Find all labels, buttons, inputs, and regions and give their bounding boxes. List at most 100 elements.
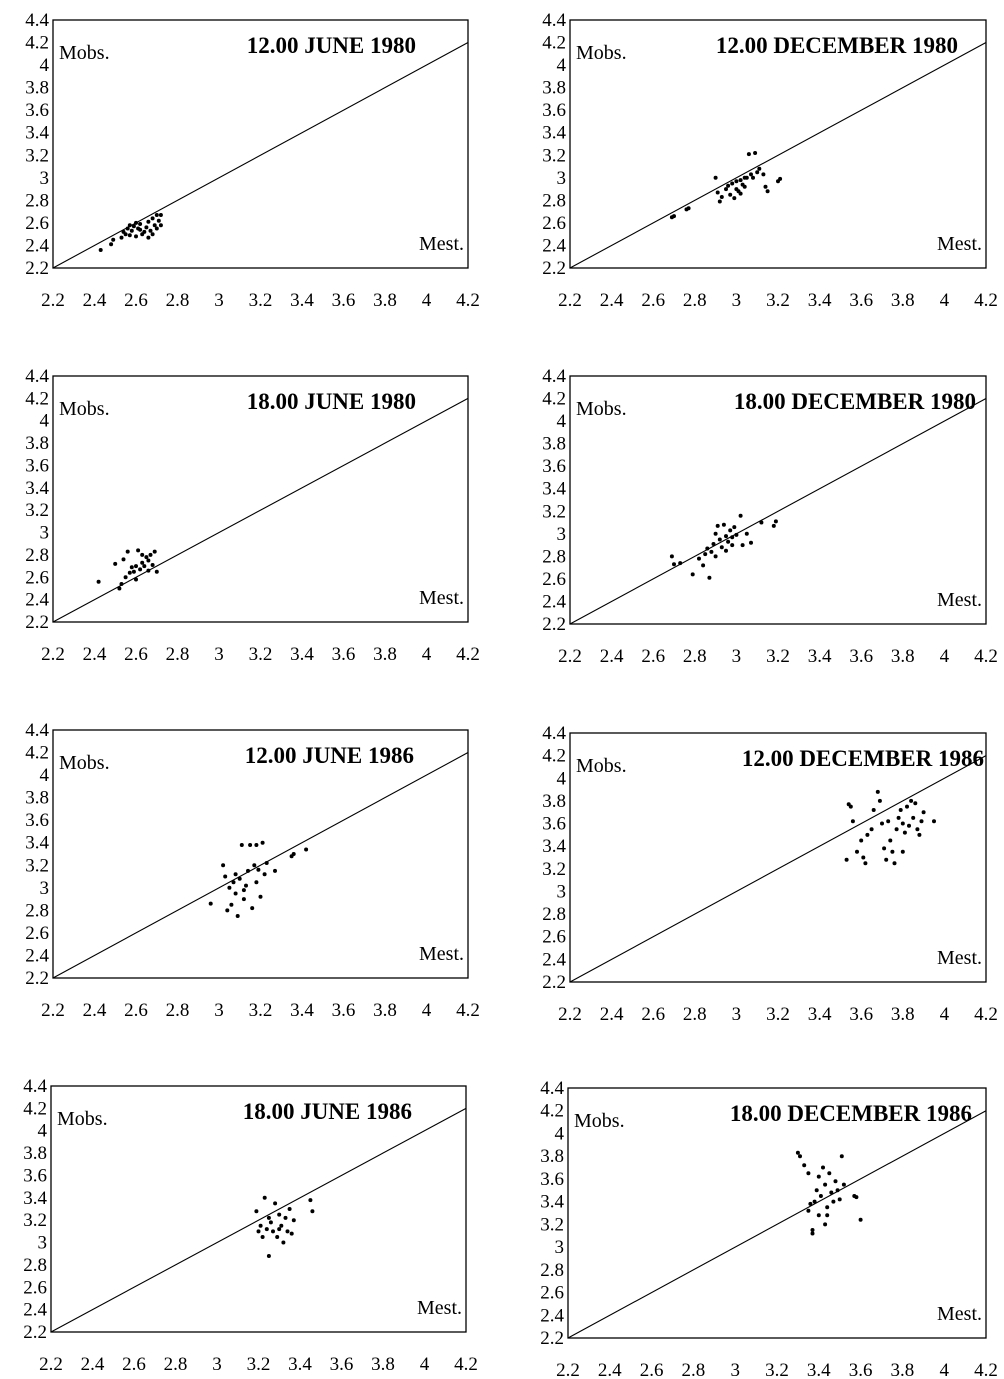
x-tick-label: 4 [940,1004,950,1025]
data-point [144,225,149,230]
x-tick-label: 2.4 [83,290,107,311]
data-point [146,568,151,573]
x-tick-label: 2.4 [83,644,107,665]
x-tick-label: 2.4 [598,1360,622,1379]
data-point [821,1165,825,1170]
y-axis-ticks: 2.22.42.62.833.23.43.63.844.24.4 [23,1076,47,1343]
data-point [877,798,882,803]
data-point [262,872,267,877]
data-point [208,901,213,906]
data-point [875,789,880,794]
x-axis-label: Mest. [417,1297,462,1319]
y-tick-label: 3 [38,1233,48,1254]
panel-title: 12.00 DECEMBER 1986 [742,746,984,771]
y-tick-label: 2.4 [542,949,566,970]
data-point [138,227,143,232]
x-tick-label: 2.4 [600,290,624,311]
data-point [140,560,145,565]
data-point [154,226,159,231]
data-point [732,525,737,530]
data-point [865,832,870,837]
data-point [717,199,722,204]
x-tick-label: 3.8 [891,290,915,311]
y-tick-label: 4 [557,55,567,76]
y-tick-label: 2.8 [540,1260,564,1281]
data-point [256,1229,261,1234]
x-tick-label: 4.2 [974,290,998,311]
x-tick-label: 2.2 [558,1004,582,1025]
data-point [823,1182,828,1187]
y-axis-label: Mobs. [57,1108,108,1130]
y-tick-label: 4 [38,1121,48,1142]
y-tick-label: 3 [40,878,50,899]
data-point [911,815,916,820]
x-tick-label: 4.2 [456,644,480,665]
y-tick-label: 3 [557,524,567,545]
data-point [858,1217,863,1222]
plot-frame [52,19,469,269]
x-tick-label: 4 [939,1360,949,1379]
y-axis-label: Mobs. [574,1110,625,1132]
plot-frame [567,1087,987,1339]
data-point [757,166,762,171]
x-tick-label: 3.2 [249,290,273,311]
panel-title: 18.00 JUNE 1980 [247,389,416,414]
reference-line [569,42,987,269]
data-point [890,849,895,854]
y-tick-label: 3.4 [542,123,566,144]
panel-18-december-1986: 2.22.42.62.833.23.43.63.844.24.4 2.2 2.4 2… [540,1078,998,1379]
data-point [841,1182,846,1187]
data-point [734,532,739,537]
x-tick-label: 2.4 [81,1354,105,1375]
data-point [759,520,764,525]
data-point [131,569,136,574]
data-point [127,233,132,238]
data-point [900,849,905,854]
data-point [148,228,153,233]
panel-12-december-1986: 2.22.42.62.833.23.43.63.844.24.4 2.2 2.4 2… [542,723,998,1025]
y-tick-label: 3.2 [23,1210,47,1231]
x-tick-label: 3.4 [808,646,832,667]
y-tick-label: 3.6 [25,100,49,121]
data-point [225,908,230,913]
y-tick-label: 3.4 [25,123,49,144]
data-point [894,827,899,832]
data-point [882,846,887,851]
data-point [701,563,706,568]
data-point [256,867,261,872]
x-tick-label: 4 [940,646,950,667]
data-point [713,554,718,559]
x-tick-label: 2.6 [124,290,148,311]
data-point [154,569,159,574]
x-tick-label: 2.8 [166,644,190,665]
data-point [806,1208,811,1213]
y-tick-label: 4.2 [542,33,566,54]
data-point [726,539,731,544]
data-point [705,546,710,551]
x-tick-label: 2.8 [682,1360,706,1379]
x-tick-label: 2.8 [164,1354,188,1375]
x-tick-label: 4.2 [456,1000,480,1021]
data-points [669,151,783,220]
y-tick-label: 3.2 [25,500,49,521]
x-tick-label: 4 [422,644,432,665]
x-tick-label: 3.2 [766,1004,790,1025]
data-point [773,519,778,524]
y-tick-label: 3.8 [23,1143,47,1164]
data-point [111,237,116,242]
y-tick-label: 4 [40,765,50,786]
data-point [719,195,724,199]
y-tick-label: 4.2 [25,743,49,764]
data-point [884,857,889,862]
y-tick-label: 2.6 [542,569,566,590]
data-point [749,540,753,545]
reference-line [569,755,987,983]
x-tick-label: 3.8 [891,1360,915,1379]
y-tick-label: 3 [557,881,567,902]
data-point [310,1209,315,1214]
data-point [818,1194,823,1198]
data-point [721,522,726,527]
y-tick-label: 3.4 [25,478,49,499]
data-point [291,1218,296,1223]
data-point [158,223,163,228]
